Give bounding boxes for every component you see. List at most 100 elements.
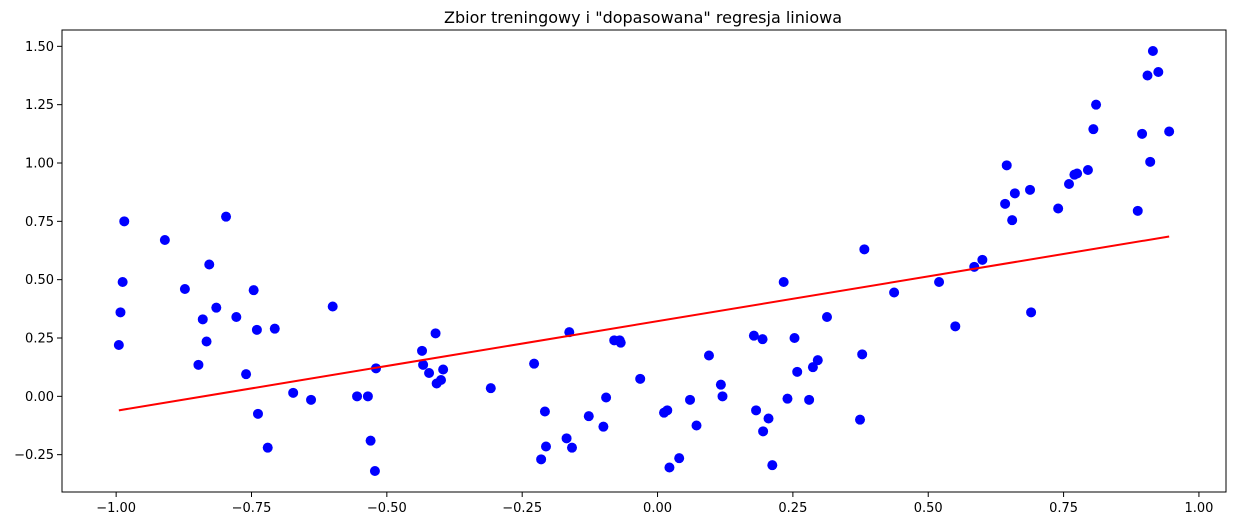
scatter-point: [758, 426, 769, 437]
scatter-point: [804, 394, 815, 405]
scatter-point: [748, 330, 759, 341]
x-tick-label: 0.50: [914, 501, 943, 516]
scatter-point: [1132, 205, 1143, 216]
y-tick-label: 0.50: [25, 273, 54, 288]
scatter-point: [561, 433, 572, 444]
scatter-point: [598, 421, 609, 432]
scatter-point: [211, 302, 222, 313]
scatter-point: [1164, 126, 1175, 137]
scatter-point: [248, 285, 259, 296]
scatter-point: [1137, 128, 1148, 139]
scatter-point: [1001, 160, 1012, 171]
scatter-point: [789, 333, 800, 343]
scatter-point: [327, 301, 338, 312]
scatter-point: [778, 277, 789, 287]
scatter-point: [1088, 124, 1099, 135]
scatter-point: [635, 373, 646, 384]
scatter-point: [934, 277, 945, 287]
scatter-point: [977, 254, 988, 265]
scatter-point: [231, 312, 242, 322]
scatter-point: [767, 460, 778, 471]
scatter-point: [119, 216, 130, 227]
x-tick-label: 1.00: [1184, 501, 1213, 516]
plot-area: [61, 29, 1227, 493]
scatter-point: [536, 454, 547, 465]
scatter-point: [485, 383, 496, 394]
scatter-point: [221, 211, 232, 222]
scatter-point: [306, 394, 317, 405]
data-marks: [113, 46, 1175, 476]
scatter-point: [201, 336, 212, 347]
scatter-point: [601, 392, 612, 403]
scatter-point: [821, 312, 832, 322]
y-tick-label: −0.25: [14, 448, 54, 463]
scatter-point: [418, 359, 429, 370]
scatter-point: [566, 442, 577, 453]
scatter-point: [430, 328, 441, 339]
scatter-point: [529, 358, 540, 369]
x-tick-label: 0.25: [778, 501, 807, 516]
scatter-point: [1026, 307, 1037, 318]
scatter-point: [583, 411, 594, 422]
scatter-point: [159, 235, 170, 245]
scatter-point: [541, 441, 552, 452]
scatter-point: [1053, 203, 1064, 214]
scatter-point: [1091, 99, 1102, 110]
scatter-point: [269, 323, 280, 334]
x-tick-label: −1.00: [96, 501, 136, 516]
scatter-point: [664, 462, 675, 473]
scatter-point: [685, 394, 696, 405]
scatter-point: [950, 321, 961, 332]
scatter-point: [193, 359, 204, 370]
scatter-point: [703, 350, 714, 361]
scatter-point: [812, 355, 823, 366]
x-tick-label: 0.00: [643, 501, 672, 516]
scatter-point: [197, 314, 208, 325]
scatter-point: [539, 406, 550, 417]
y-tick-label: 0.00: [25, 390, 54, 405]
scatter-point: [715, 379, 726, 390]
scatter-point: [1007, 215, 1018, 226]
scatter-point: [615, 337, 626, 348]
y-tick-label: 1.00: [25, 157, 54, 172]
scatter-point: [241, 369, 252, 380]
scatter-point: [807, 362, 818, 373]
scatter-point: [438, 364, 449, 375]
scatter-point: [117, 277, 128, 287]
scatter-point: [352, 391, 363, 402]
scatter-point: [251, 324, 262, 335]
chart-title: Zbior treningowy i "dopasowana" regresja…: [444, 8, 842, 27]
scatter-point: [1025, 184, 1036, 195]
scatter-point: [1000, 198, 1011, 209]
scatter-point: [662, 405, 673, 416]
scatter-point: [782, 393, 793, 404]
scatter-point: [674, 453, 685, 464]
x-axis: −1.00 −0.75 −0.50 −0.25 0.00 0.25 0.50 0.75 1.00: [96, 492, 1213, 516]
y-tick-label: 1.25: [25, 98, 54, 113]
x-tick-label: −0.75: [232, 501, 272, 516]
scatter-point: [855, 414, 866, 425]
scatter-point: [717, 391, 728, 402]
scatter-point: [113, 340, 124, 350]
y-tick-label: 0.75: [25, 215, 54, 230]
scatter-point: [204, 259, 215, 270]
scatter-point: [792, 366, 803, 377]
scatter-point: [262, 442, 273, 453]
scatter-point: [1009, 188, 1020, 199]
scatter-point: [1072, 168, 1083, 179]
scatter-point: [435, 375, 446, 385]
scatter-point: [1145, 156, 1156, 167]
scatter-point: [424, 368, 435, 378]
y-tick-label: 0.25: [25, 332, 54, 347]
scatter-point: [691, 420, 702, 431]
scatter-point: [417, 345, 428, 356]
scatter-point: [288, 387, 299, 398]
x-tick-label: −0.25: [502, 501, 542, 516]
scatter-point: [115, 307, 126, 318]
scatter-point: [859, 244, 870, 255]
scatter-point: [365, 435, 376, 446]
y-axis: −0.25 0.00 0.25 0.50 0.75 1.00 1.25 1.50: [14, 40, 62, 463]
scatter-point: [1142, 70, 1153, 81]
scatter-point: [1063, 179, 1074, 189]
